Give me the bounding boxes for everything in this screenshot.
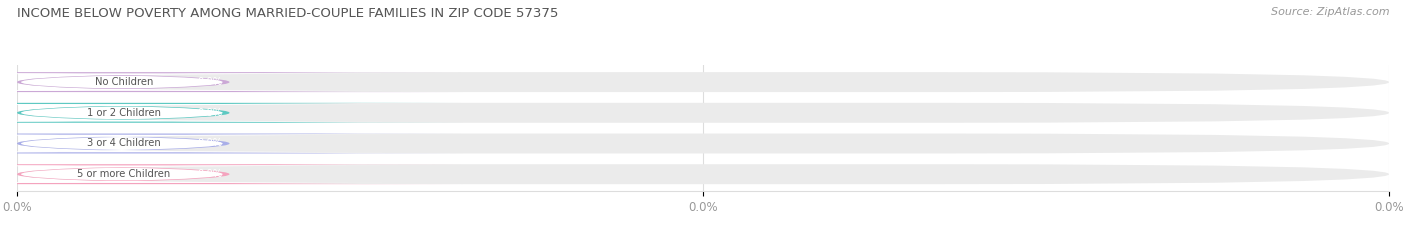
- FancyBboxPatch shape: [0, 164, 463, 184]
- FancyBboxPatch shape: [0, 134, 463, 154]
- FancyBboxPatch shape: [0, 73, 413, 91]
- FancyBboxPatch shape: [0, 165, 413, 183]
- Text: 0.0%: 0.0%: [198, 108, 222, 118]
- Text: 0.0%: 0.0%: [198, 169, 222, 179]
- FancyBboxPatch shape: [17, 164, 1389, 184]
- FancyBboxPatch shape: [0, 72, 463, 92]
- Text: 1 or 2 Children: 1 or 2 Children: [87, 108, 160, 118]
- FancyBboxPatch shape: [0, 135, 413, 152]
- FancyBboxPatch shape: [17, 72, 1389, 92]
- FancyBboxPatch shape: [0, 104, 413, 122]
- FancyBboxPatch shape: [0, 103, 463, 123]
- Text: INCOME BELOW POVERTY AMONG MARRIED-COUPLE FAMILIES IN ZIP CODE 57375: INCOME BELOW POVERTY AMONG MARRIED-COUPL…: [17, 7, 558, 20]
- Text: 0.0%: 0.0%: [198, 77, 222, 87]
- Text: 3 or 4 Children: 3 or 4 Children: [87, 138, 160, 148]
- Text: 0.0%: 0.0%: [198, 138, 222, 148]
- FancyBboxPatch shape: [17, 134, 1389, 154]
- Text: 5 or more Children: 5 or more Children: [77, 169, 170, 179]
- Text: Source: ZipAtlas.com: Source: ZipAtlas.com: [1271, 7, 1389, 17]
- Text: No Children: No Children: [94, 77, 153, 87]
- FancyBboxPatch shape: [17, 103, 1389, 123]
